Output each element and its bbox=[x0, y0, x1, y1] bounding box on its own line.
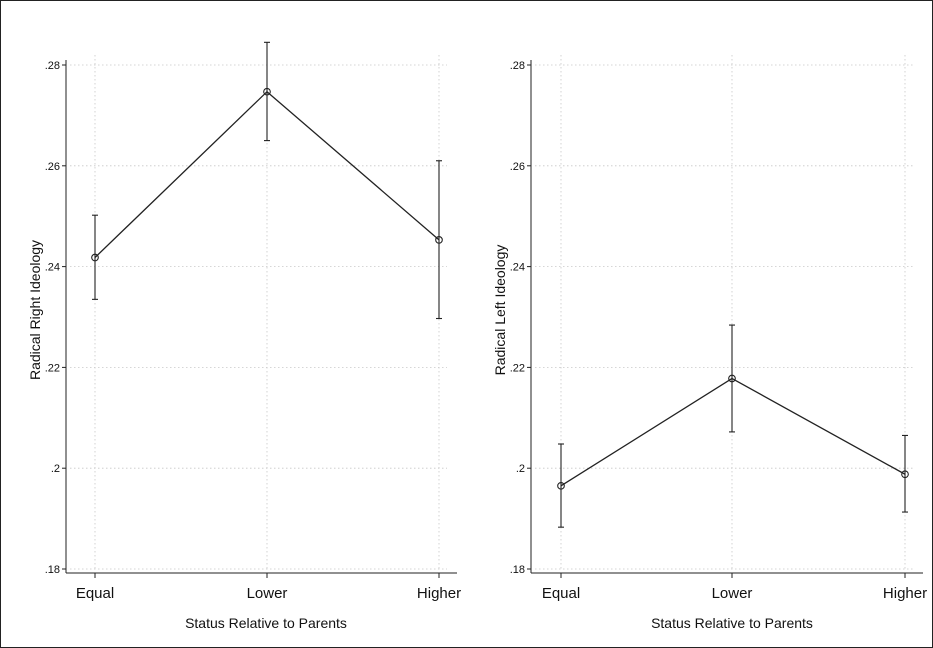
y-tick-label: .24 bbox=[45, 262, 60, 274]
x-tick-label: Higher bbox=[417, 585, 461, 602]
y-tick-label: .26 bbox=[510, 161, 525, 173]
panel-radical-left: .18 .2 .22 .24 .26 .28 Equal Lower Higher Status… bbox=[492, 55, 927, 631]
x-axis-title: Status Relative to Parents bbox=[185, 615, 347, 631]
data-point bbox=[435, 236, 443, 244]
series-line bbox=[560, 377, 906, 487]
y-tick-label: .28 bbox=[45, 60, 60, 72]
y-axis-title: Radical Left Ideology bbox=[492, 245, 508, 376]
data-point bbox=[728, 374, 736, 383]
y-tick-label: .22 bbox=[45, 362, 60, 374]
axes: .18 .2 .22 .24 .26 .28 Equal Lower Higher bbox=[510, 60, 927, 602]
y-tick-label: .28 bbox=[510, 60, 525, 72]
y-tick-label: .18 bbox=[510, 564, 525, 576]
y-axis-title: Radical Right Ideology bbox=[27, 240, 43, 380]
x-tick-label: Lower bbox=[712, 585, 753, 602]
x-tick-label: Lower bbox=[247, 585, 288, 602]
y-tick-label: .24 bbox=[510, 262, 525, 274]
gridlines bbox=[70, 55, 447, 570]
y-tick-label: .2 bbox=[516, 463, 525, 475]
gridlines bbox=[535, 55, 913, 570]
data-marks bbox=[91, 41, 443, 320]
data-point bbox=[901, 470, 909, 479]
data-marks bbox=[557, 324, 909, 528]
data-point bbox=[91, 253, 99, 262]
y-tick-label: .18 bbox=[45, 564, 60, 576]
series-line bbox=[94, 90, 440, 258]
axes: .18 .2 .22 .24 .26 .28 Equal Lower Higher bbox=[45, 60, 461, 602]
data-point bbox=[263, 87, 271, 96]
panel-radical-right: .18 .2 .22 .24 .26 .28 Equal Lower Higher Status… bbox=[27, 41, 461, 631]
x-tick-label: Equal bbox=[542, 585, 580, 602]
y-tick-label: .2 bbox=[51, 463, 60, 475]
x-tick-label: Equal bbox=[76, 585, 114, 602]
data-point bbox=[557, 481, 565, 490]
x-axis-title: Status Relative to Parents bbox=[651, 615, 813, 631]
y-tick-label: .22 bbox=[510, 362, 525, 374]
x-tick-label: Higher bbox=[883, 585, 927, 602]
y-tick-label: .26 bbox=[45, 161, 60, 173]
